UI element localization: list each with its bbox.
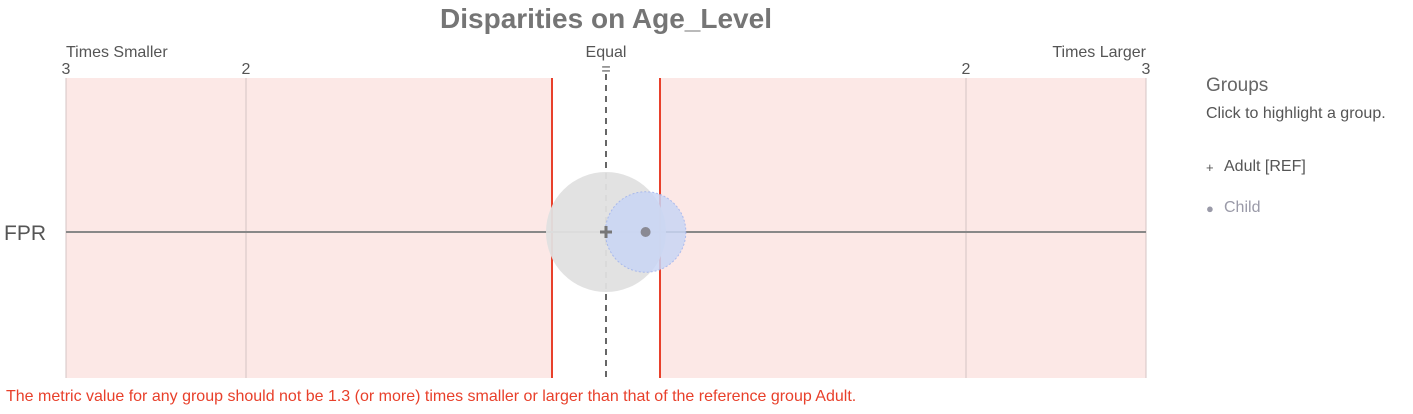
unfair-region-larger <box>660 78 1146 378</box>
tick-label: 2 <box>242 61 251 78</box>
circle-icon: ● <box>1206 200 1214 216</box>
tick-label: = <box>601 61 610 78</box>
tick-label: 3 <box>1142 61 1151 78</box>
unfair-region-smaller <box>66 78 552 378</box>
metric-label: FPR <box>4 222 46 245</box>
legend-item-adult[interactable]: + Adult [REF] <box>1206 158 1306 176</box>
times-smaller-label: Times Smaller <box>66 44 168 61</box>
times-larger-label: Times Larger <box>1052 44 1146 61</box>
child-marker <box>640 227 651 237</box>
legend-title: Groups <box>1206 75 1269 96</box>
legend-item-label: Adult [REF] <box>1224 158 1306 175</box>
legend-item-child[interactable]: ● Child <box>1206 199 1260 217</box>
equal-label: Equal <box>585 44 627 61</box>
legend-subtitle: Click to highlight a group. <box>1206 105 1386 122</box>
threshold-footnote: The metric value for any group should no… <box>6 388 857 405</box>
chart-title: Disparities on Age_Level <box>440 3 772 34</box>
plus-icon: + <box>1206 159 1214 175</box>
tick-label: 3 <box>62 61 71 78</box>
legend-item-label: Child <box>1224 199 1261 216</box>
tick-label: 2 <box>962 61 971 78</box>
